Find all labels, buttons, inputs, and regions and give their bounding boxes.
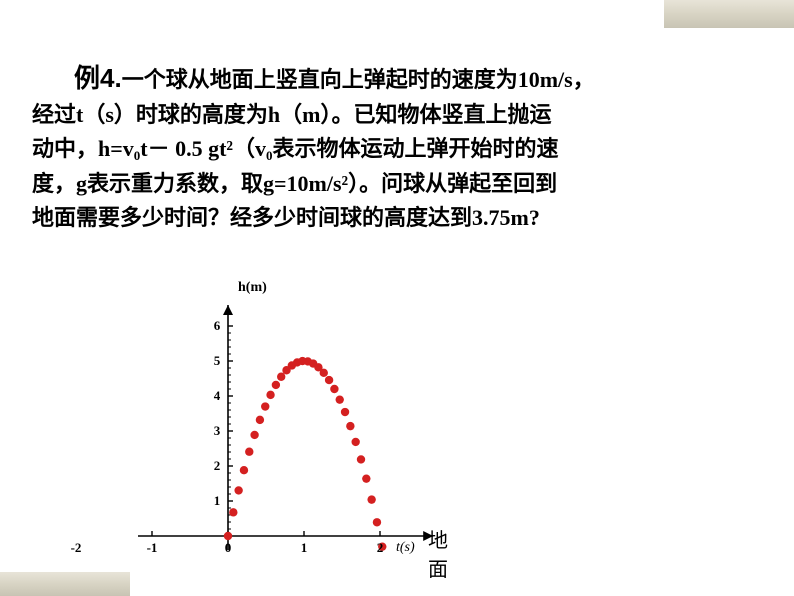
- line3a: 动中，h=v: [32, 136, 134, 161]
- ground-label: 地面: [428, 524, 448, 582]
- problem-text: 例4.一个球从地面上竖直向上弹起时的速度为10m/s， 经过t（s）时球的高度为…: [32, 58, 768, 235]
- line4: 度，g表示重力系数，取g=10m/s²）。问球从弹起至回到: [32, 171, 557, 196]
- x-tick-label: -2: [68, 540, 84, 556]
- chart-svg: [138, 278, 448, 578]
- y-tick-label: 2: [210, 458, 224, 474]
- line5: 地面需要多少时间？经多少时间球的高度达到3.75m?: [32, 205, 540, 230]
- y-tick-label: 3: [210, 423, 224, 439]
- line1: 一个球从地面上竖直向上弹起时的速度为10m/s，: [122, 67, 595, 92]
- x-tick-label: 2: [372, 540, 388, 556]
- y-tick-label: 4: [210, 388, 224, 404]
- y-tick-label: 6: [210, 318, 224, 334]
- x-tick-label: 1: [296, 540, 312, 556]
- x-tick-label: 0: [220, 540, 236, 556]
- projectile-chart: h(m) t(s) 地面 -2-1012123456: [138, 278, 448, 578]
- line2: 经过t（s）时球的高度为h（m）。已知物体竖直上抛运: [32, 102, 551, 127]
- x-axis-label: t(s): [396, 540, 415, 556]
- problem-label: 例4.: [74, 63, 122, 93]
- y-tick-label: 1: [210, 493, 224, 509]
- line3b: t－ 0.5 gt²（v: [140, 136, 266, 161]
- decor-corner-top: [664, 0, 794, 28]
- y-tick-label: 5: [210, 353, 224, 369]
- decor-corner-bottom: [0, 572, 130, 596]
- y-axis-label: h(m): [238, 280, 267, 296]
- x-tick-label: -1: [144, 540, 160, 556]
- line3c: 表示物体运动上弹开始时的速: [273, 136, 559, 161]
